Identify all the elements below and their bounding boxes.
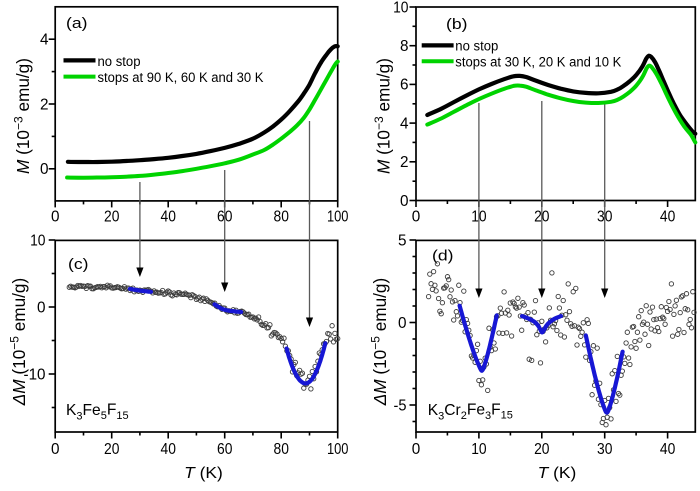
svg-text:ΔM (10−5 emu/g): ΔM (10−5 emu/g)	[368, 278, 390, 406]
svg-text:20: 20	[104, 441, 119, 458]
svg-text:-10: -10	[24, 366, 46, 383]
svg-text:T (K): T (K)	[184, 465, 223, 482]
svg-text:10: 10	[30, 232, 45, 249]
svg-text:no stop: no stop	[455, 39, 498, 55]
svg-text:10: 10	[471, 441, 486, 458]
svg-text:stops at 30 K, 20 K and 10 K: stops at 30 K, 20 K and 10 K	[455, 54, 621, 70]
svg-text:10: 10	[393, 0, 408, 16]
svg-text:20: 20	[104, 209, 119, 226]
svg-text:4: 4	[40, 32, 49, 49]
svg-text:0: 0	[37, 299, 46, 316]
svg-text:K3Cr2Fe3F15: K3Cr2Fe3F15	[428, 401, 513, 422]
svg-text:0: 0	[51, 209, 60, 226]
svg-text:5: 5	[398, 232, 407, 249]
svg-text:0: 0	[412, 209, 421, 226]
svg-text:40: 40	[660, 441, 675, 458]
svg-text:(d): (d)	[432, 248, 454, 265]
svg-text:(c): (c)	[68, 256, 89, 273]
svg-text:2: 2	[40, 96, 49, 113]
svg-text:(b): (b)	[446, 16, 468, 33]
svg-text:(a): (a)	[66, 15, 88, 32]
svg-text:40: 40	[161, 441, 176, 458]
svg-text:M (10−3 emu/g): M (10−3 emu/g)	[372, 58, 394, 174]
svg-text:80: 80	[274, 441, 289, 458]
svg-text:40: 40	[660, 209, 675, 226]
svg-text:30: 30	[597, 441, 612, 458]
svg-text:0: 0	[51, 441, 60, 458]
svg-text:8: 8	[400, 38, 409, 55]
svg-text:T (K): T (K)	[538, 465, 577, 482]
svg-text:0: 0	[40, 161, 49, 178]
svg-text:M (10−3 emu/g): M (10−3 emu/g)	[12, 58, 34, 174]
svg-text:100: 100	[327, 441, 349, 458]
svg-text:6: 6	[400, 77, 409, 94]
svg-text:4: 4	[400, 115, 409, 132]
svg-text:ΔM (10−5 emu/g): ΔM (10−5 emu/g)	[8, 278, 30, 406]
svg-text:-5: -5	[394, 397, 407, 414]
svg-text:0: 0	[398, 315, 407, 332]
svg-text:20: 20	[534, 441, 549, 458]
svg-text:no stop: no stop	[98, 54, 141, 70]
svg-text:stops at 90 K, 60 K and 30 K: stops at 90 K, 60 K and 30 K	[98, 70, 264, 86]
svg-text:40: 40	[161, 209, 176, 226]
svg-text:80: 80	[274, 209, 289, 226]
svg-text:0: 0	[412, 441, 421, 458]
svg-text:2: 2	[400, 154, 409, 171]
svg-text:100: 100	[327, 209, 349, 226]
svg-text:K3Fe5F15: K3Fe5F15	[66, 402, 129, 423]
svg-text:0: 0	[400, 193, 409, 210]
svg-text:60: 60	[217, 441, 232, 458]
